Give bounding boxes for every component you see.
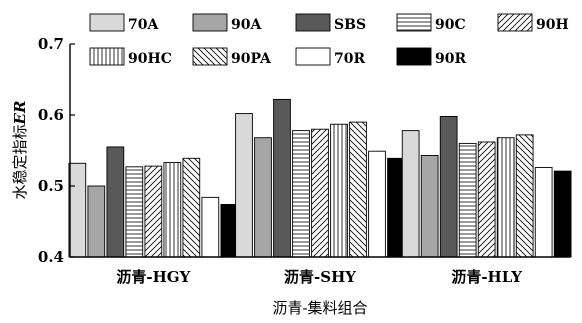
y-ticks: 0.4 0.5 0.6 0.7: [38, 35, 75, 266]
axes: [69, 44, 570, 258]
bar-90hc-hly: [496, 137, 515, 258]
legend-label-90c: 90C: [435, 17, 466, 33]
bar-70r-hgy: [201, 196, 220, 258]
legend-label-90pa: 90PA: [231, 51, 272, 67]
bar-90c-shy: [292, 130, 310, 258]
x-category-label: 沥青-HGY: [116, 268, 190, 286]
legend-swatch-90a: [192, 13, 228, 32]
legend-label-sbs: SBS: [334, 17, 366, 33]
legend-swatch-90h: [497, 13, 533, 32]
bar-90h-shy: [311, 128, 329, 258]
bar-90a-hgy: [87, 185, 106, 258]
legend-label-90hc: 90HC: [128, 51, 172, 67]
bar-70r-shy: [368, 150, 386, 258]
bar-90a-shy: [254, 137, 272, 258]
bar-90pa-shy: [349, 121, 367, 258]
legend-label-90a: 90A: [231, 17, 262, 33]
y-axis-title-suffix: ER: [11, 101, 29, 126]
legend-swatch-sbs: [295, 13, 331, 32]
legend: 70A 90A SBS 90C 90H 90HC 90PA 70R 90R: [89, 13, 569, 67]
bar-90c-hgy: [125, 166, 144, 258]
legend-label-70a: 70A: [128, 17, 159, 33]
legend-swatch-90hc: [89, 47, 125, 66]
legend-label-90r: 90R: [435, 51, 466, 67]
y-axis-title-main: 水稳定指标: [11, 124, 29, 199]
bar-sbs-hgy: [106, 146, 125, 258]
bar-sbs-shy: [273, 98, 291, 258]
bar-90a-hly: [420, 155, 439, 258]
bar-70a-hgy: [68, 162, 87, 258]
bars-group: [68, 98, 572, 258]
legend-swatch-90r: [396, 47, 432, 66]
category-labels: 沥青-HGY 沥青-SHY 沥青-HLY: [116, 268, 522, 286]
bar-90pa-hly: [515, 134, 534, 258]
y-tick-label: 0.7: [38, 35, 64, 53]
y-tick-label: 0.5: [38, 177, 64, 195]
y-axis-title: 水稳定指标ER: [11, 101, 29, 200]
x-category-label: 沥青-SHY: [284, 268, 356, 286]
legend-label-70r: 70R: [334, 51, 365, 67]
bar-70r-hly: [534, 167, 553, 258]
bar-70a-shy: [235, 113, 253, 258]
bar-90h-hgy: [144, 165, 163, 258]
bar-90hc-shy: [330, 123, 348, 258]
bar-90h-hly: [477, 141, 496, 258]
legend-swatch-90c: [396, 13, 432, 32]
x-axis-title: 沥青-集料组合: [272, 299, 367, 317]
bar-90c-hly: [458, 142, 477, 258]
x-category-label: 沥青-HLY: [451, 268, 522, 286]
y-tick-label: 0.6: [38, 106, 64, 124]
y-tick-label: 0.4: [38, 248, 64, 266]
bar-70a-hly: [401, 130, 420, 258]
legend-swatch-90pa: [192, 47, 228, 66]
bar-sbs-hly: [439, 115, 458, 258]
legend-label-90h: 90H: [536, 17, 569, 33]
bar-90pa-hgy: [182, 157, 201, 258]
legend-swatch-70a: [89, 13, 125, 32]
legend-swatch-70r: [295, 47, 331, 66]
bar-90hc-hgy: [163, 162, 182, 258]
bar-90r-hly: [553, 170, 572, 258]
